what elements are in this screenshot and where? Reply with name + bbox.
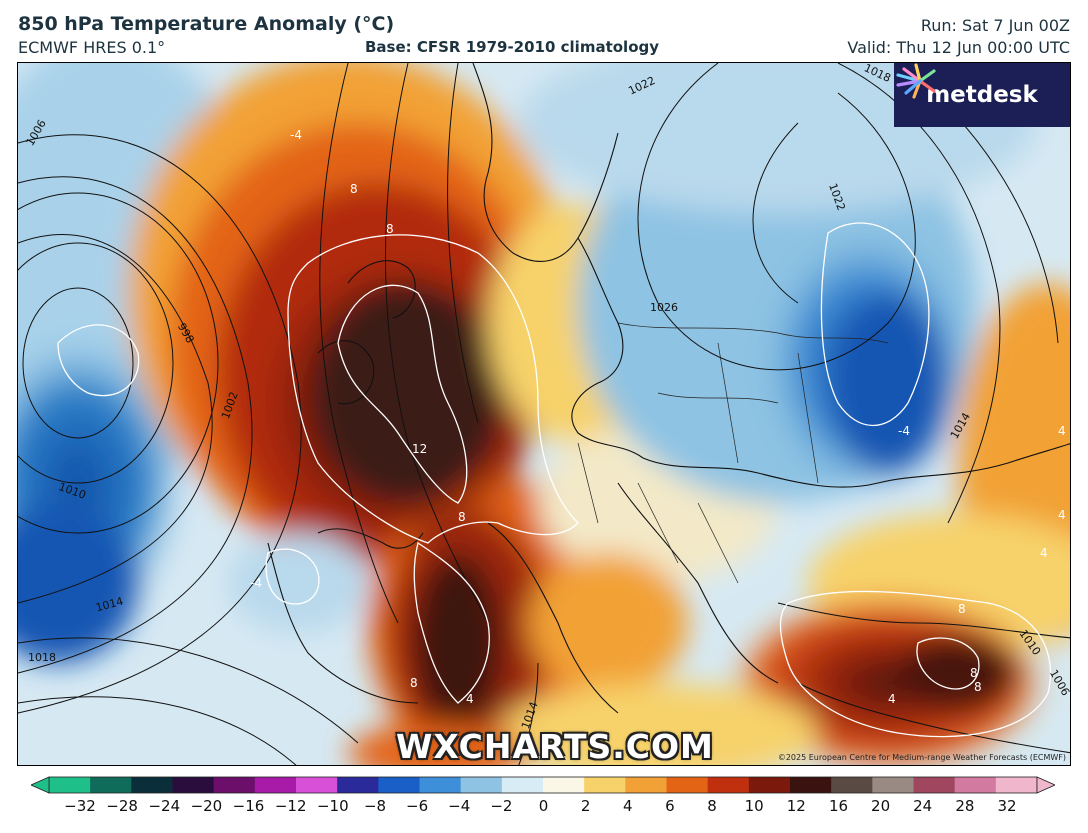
colorbar-cell — [131, 777, 173, 793]
colorbar-tick-label: −4 — [448, 797, 471, 815]
colorbar-tick-label: 12 — [786, 797, 806, 815]
anomaly-label: -4 — [250, 576, 262, 590]
colorbar-tick-label: 32 — [997, 797, 1017, 815]
colorbar-tick-label: 20 — [871, 797, 891, 815]
colorbar-cell — [831, 777, 873, 793]
colorbar-tick-label: −2 — [490, 797, 513, 815]
watermark: WXCHARTS.COM — [396, 727, 714, 766]
colorbar-cell — [90, 777, 132, 793]
colorbar-tick-label: −10 — [316, 797, 349, 815]
anomaly-contours — [57, 222, 1052, 738]
colorbar-cell — [748, 777, 791, 793]
metdesk-logo: metdesk — [894, 63, 1070, 127]
borders — [577, 322, 889, 584]
model-name: ECMWF HRES 0.1° — [18, 38, 166, 57]
colorbar-cell — [213, 777, 256, 793]
anomaly-label: 8 — [970, 666, 978, 680]
colorbar-cell — [49, 777, 91, 793]
chart-title: 850 hPa Temperature Anomaly (°C) — [18, 13, 395, 35]
colorbar-cell — [666, 777, 709, 793]
colorbar-tick-label: 2 — [580, 797, 591, 815]
copyright-notice: ©2025 European Centre for Medium-range W… — [777, 753, 1066, 762]
colorbar-cell — [378, 777, 420, 793]
colorbar-cell — [419, 777, 462, 793]
isobars — [18, 63, 1059, 765]
coastlines-visible — [267, 63, 1070, 754]
starburst-icon — [896, 63, 936, 99]
colorbar-cell — [501, 777, 544, 793]
anomaly-field — [18, 63, 1070, 765]
anomaly-label: 8 — [350, 182, 358, 196]
isobar-label: 1026 — [650, 301, 678, 314]
colorbar-cell — [337, 777, 379, 793]
anomaly-label: 4 — [1058, 424, 1066, 438]
colorbar-tick-label: −16 — [232, 797, 265, 815]
baseline-label: Base: CFSR 1979-2010 climatology — [365, 38, 660, 56]
colorbar-cells — [48, 776, 1038, 794]
colorbar-cell — [954, 777, 997, 793]
colorbar-tick-label: 8 — [707, 797, 717, 815]
anomaly-label: 8 — [386, 222, 394, 236]
colorbar-cell — [872, 777, 914, 793]
colorbar-tick-label: −8 — [363, 797, 387, 815]
anomaly-map[interactable]: 1006 998 1002 1010 1014 1018 1022 1026 1… — [17, 62, 1071, 766]
logo-text: metdesk — [926, 82, 1038, 108]
anomaly-label: 12 — [412, 442, 427, 456]
colorbar-tick-label: 16 — [828, 797, 849, 815]
colorbar-tick-label: −24 — [148, 797, 181, 815]
colorbar-cell — [707, 777, 750, 793]
colorbar-cell — [625, 777, 667, 793]
colorbar-tick-label: −20 — [190, 797, 223, 815]
colorbar-cell — [913, 777, 956, 793]
colorbar-tick-label: 10 — [744, 797, 764, 815]
anomaly-labels: -4 8 8 12 8 -4 -4 4 4 8 8 4 8 4 4 8 — [250, 128, 1066, 706]
colorbar-tick-label: −32 — [64, 797, 96, 815]
colorbar-tick-label: 28 — [955, 797, 975, 815]
anomaly-label: -4 — [898, 424, 910, 438]
colorbar-tick-label: −6 — [406, 797, 429, 815]
colorbar-min-arrow — [31, 776, 50, 794]
anomaly-label: 8 — [458, 510, 466, 524]
isobar-label: 1018 — [28, 651, 56, 664]
anomaly-label: 4 — [1040, 546, 1048, 560]
anomaly-label: 4 — [466, 692, 474, 706]
colorbar-tick-label: −28 — [106, 797, 138, 815]
colorbar-cell — [543, 777, 585, 793]
anomaly-label: 4 — [888, 692, 896, 706]
anomaly-label: 4 — [1058, 508, 1066, 522]
colorbar-max-arrow — [1036, 776, 1055, 794]
colorbar-tick-label: −12 — [274, 797, 307, 815]
colorbar-cell — [584, 777, 626, 793]
anomaly-label: 8 — [410, 676, 418, 690]
anomaly-label: -4 — [290, 128, 302, 142]
colorbar-cell — [296, 777, 338, 793]
colorbar-tick-label: 0 — [538, 797, 549, 815]
anomaly-label: 8 — [974, 680, 982, 694]
valid-time: Valid: Thu 12 Jun 00:00 UTC — [847, 38, 1070, 57]
colorbar-tick-label: 4 — [623, 797, 633, 815]
colorbar-tick-label: 24 — [913, 797, 933, 815]
colorbar — [31, 776, 1055, 794]
colorbar-cell — [790, 777, 832, 793]
run-time: Run: Sat 7 Jun 00Z — [920, 16, 1070, 35]
colorbar-cell — [995, 777, 1038, 793]
colorbar-ticks: −32 −28 −24 −20 −16 −12 −10 −8 −6 −4 −2 0 2 4 6 8 10 12 16… — [0, 797, 1088, 821]
map-canvas: 1006 998 1002 1010 1014 1018 1022 1026 1… — [18, 63, 1070, 765]
colorbar-tick-label: 6 — [665, 797, 675, 815]
anomaly-label: 8 — [958, 602, 966, 616]
colorbar-cell — [172, 777, 215, 793]
colorbar-cell — [460, 777, 503, 793]
colorbar-cell — [254, 777, 297, 793]
